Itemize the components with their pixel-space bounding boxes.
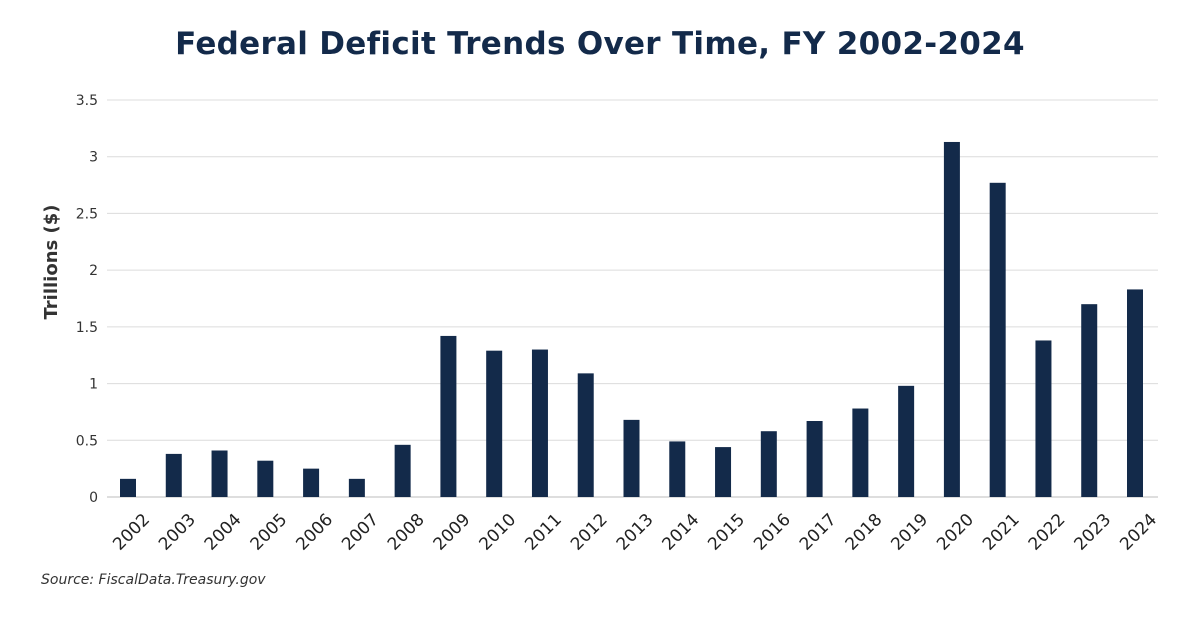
bar-2012 [577, 373, 594, 497]
bar-2008 [394, 444, 411, 497]
x-tick-label: 2007 [338, 510, 383, 555]
bar-2024 [1127, 289, 1143, 497]
y-tick-label: 0.5 [76, 433, 98, 449]
bar-2002 [120, 478, 136, 497]
bar-2006 [303, 468, 320, 497]
x-tick-label: 2015 [704, 510, 749, 555]
x-tick-label: 2024 [1116, 510, 1161, 555]
x-tick-label: 2008 [384, 510, 429, 555]
x-tick-label: 2021 [979, 510, 1024, 555]
bar-2009 [440, 335, 457, 497]
y-tick-label: 2 [89, 263, 98, 279]
x-tick-label: 2006 [292, 510, 337, 555]
bar-2005 [257, 460, 274, 497]
y-tick-label: 3.5 [76, 93, 98, 109]
bar-2014 [669, 441, 686, 497]
bar-2022 [1035, 340, 1052, 497]
x-tick-label: 2010 [475, 510, 520, 555]
bar-2013 [623, 419, 640, 497]
bar-2019 [898, 385, 915, 497]
x-tick-label: 2022 [1025, 510, 1070, 555]
x-tick-label: 2005 [247, 510, 292, 555]
y-tick-label: 1.5 [76, 320, 98, 336]
bar-2015 [715, 447, 732, 497]
x-tick-label: 2019 [887, 510, 932, 555]
bar-2018 [852, 408, 869, 497]
bars [120, 141, 1143, 497]
x-tick-label: 2014 [659, 510, 704, 555]
bar-2003 [165, 453, 182, 497]
bar-2021 [989, 182, 1006, 497]
bar-2020 [943, 141, 960, 497]
source-note: Source: FiscalData.Treasury.gov [41, 572, 266, 588]
bar-2011 [531, 349, 548, 497]
x-tick-label: 2009 [430, 510, 475, 555]
y-axis-ticks: 0 0.5 1 1.5 2 2.5 3 3.5 [76, 93, 98, 506]
x-tick-label: 2023 [1071, 510, 1116, 555]
x-tick-label: 2016 [750, 510, 795, 555]
bar-2007 [348, 478, 365, 497]
x-tick-label: 2017 [796, 510, 841, 555]
x-tick-label: 2011 [521, 510, 566, 555]
y-tick-label: 2.5 [76, 206, 98, 222]
y-tick-label: 1 [89, 377, 98, 393]
x-tick-label: 2002 [109, 510, 154, 555]
chart-title: Federal Deficit Trends Over Time, FY 200… [175, 26, 1025, 62]
y-axis-title: Trillions ($) [41, 205, 62, 320]
bar-2017 [806, 421, 823, 497]
bar-2016 [760, 431, 777, 497]
x-axis-ticks: 2002 2003 2004 2005 2006 2007 2008 2009 2010 2011… [109, 510, 1161, 555]
bar-2004 [211, 450, 228, 497]
bar-2010 [486, 350, 503, 497]
x-tick-label: 2013 [613, 510, 658, 555]
x-tick-label: 2012 [567, 510, 612, 555]
x-tick-label: 2003 [155, 510, 200, 555]
y-tick-label: 0 [89, 490, 98, 506]
x-tick-label: 2018 [842, 510, 887, 555]
x-tick-label: 2004 [201, 510, 246, 555]
y-tick-label: 3 [89, 150, 98, 166]
bar-2023 [1081, 304, 1098, 497]
x-tick-label: 2020 [933, 510, 978, 555]
